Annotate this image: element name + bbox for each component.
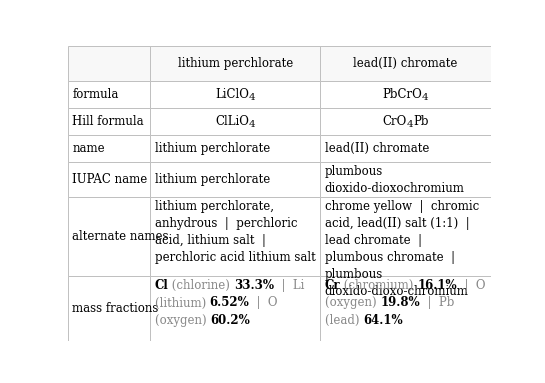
Text: lithium perchlorate: lithium perchlorate bbox=[155, 142, 270, 155]
Text: lithium perchlorate: lithium perchlorate bbox=[178, 57, 293, 70]
Text: |  Li: | Li bbox=[274, 279, 305, 292]
Bar bbox=[68, 276, 150, 341]
Bar bbox=[150, 276, 320, 341]
Bar bbox=[150, 108, 320, 135]
Bar bbox=[320, 135, 490, 162]
Bar bbox=[68, 135, 150, 162]
Bar bbox=[68, 197, 150, 276]
Text: LiClO: LiClO bbox=[215, 88, 249, 101]
Text: 6.52%: 6.52% bbox=[210, 296, 250, 309]
Text: (chlorine): (chlorine) bbox=[168, 279, 234, 292]
Text: 16.1%: 16.1% bbox=[417, 279, 457, 292]
Text: lithium perchlorate: lithium perchlorate bbox=[155, 173, 270, 186]
Text: Hill formula: Hill formula bbox=[72, 115, 144, 128]
Bar bbox=[320, 276, 490, 341]
Text: 4: 4 bbox=[249, 93, 256, 102]
Text: |  Pb: | Pb bbox=[420, 296, 454, 309]
Bar bbox=[68, 162, 150, 197]
Text: (oxygen): (oxygen) bbox=[325, 296, 380, 309]
Bar bbox=[320, 81, 490, 108]
Bar bbox=[150, 81, 320, 108]
Text: 19.8%: 19.8% bbox=[380, 296, 420, 309]
Text: (lithium): (lithium) bbox=[155, 296, 210, 309]
Text: PbCrO: PbCrO bbox=[382, 88, 422, 101]
Bar bbox=[150, 135, 320, 162]
Text: 4: 4 bbox=[422, 93, 429, 102]
Text: ClLiO: ClLiO bbox=[215, 115, 249, 128]
Bar bbox=[320, 162, 490, 197]
Bar bbox=[150, 46, 320, 81]
Bar bbox=[320, 197, 490, 276]
Text: 60.2%: 60.2% bbox=[210, 314, 250, 327]
Text: Pb: Pb bbox=[413, 115, 429, 128]
Text: |  O: | O bbox=[250, 296, 278, 309]
Text: formula: formula bbox=[72, 88, 119, 101]
Text: lead(II) chromate: lead(II) chromate bbox=[353, 57, 458, 70]
Bar bbox=[320, 108, 490, 135]
Bar bbox=[320, 46, 490, 81]
Text: |  O: | O bbox=[457, 279, 486, 292]
Text: (chromium): (chromium) bbox=[340, 279, 417, 292]
Text: name: name bbox=[72, 142, 105, 155]
Bar bbox=[68, 46, 150, 81]
Text: (lead): (lead) bbox=[325, 314, 363, 327]
Text: 4: 4 bbox=[407, 121, 413, 129]
Text: Cl: Cl bbox=[155, 279, 168, 292]
Text: 33.3%: 33.3% bbox=[234, 279, 274, 292]
Bar bbox=[68, 108, 150, 135]
Text: (oxygen): (oxygen) bbox=[155, 314, 210, 327]
Text: lead(II) chromate: lead(II) chromate bbox=[325, 142, 429, 155]
Text: chrome yellow  |  chromic
acid, lead(II) salt (1:1)  |
lead chromate  |
plumbous: chrome yellow | chromic acid, lead(II) s… bbox=[325, 200, 479, 298]
Bar bbox=[150, 162, 320, 197]
Text: lithium perchlorate,
anhydrous  |  perchloric
acid, lithium salt  |
perchloric a: lithium perchlorate, anhydrous | perchlo… bbox=[155, 200, 316, 264]
Text: Cr: Cr bbox=[325, 279, 340, 292]
Text: 64.1%: 64.1% bbox=[363, 314, 403, 327]
Text: plumbous
dioxido-dioxochromium: plumbous dioxido-dioxochromium bbox=[325, 165, 464, 195]
Text: 4: 4 bbox=[249, 121, 256, 129]
Text: IUPAC name: IUPAC name bbox=[72, 173, 148, 186]
Text: CrO: CrO bbox=[382, 115, 407, 128]
Text: mass fractions: mass fractions bbox=[72, 302, 159, 315]
Bar bbox=[68, 81, 150, 108]
Bar bbox=[150, 197, 320, 276]
Text: alternate names: alternate names bbox=[72, 230, 169, 243]
